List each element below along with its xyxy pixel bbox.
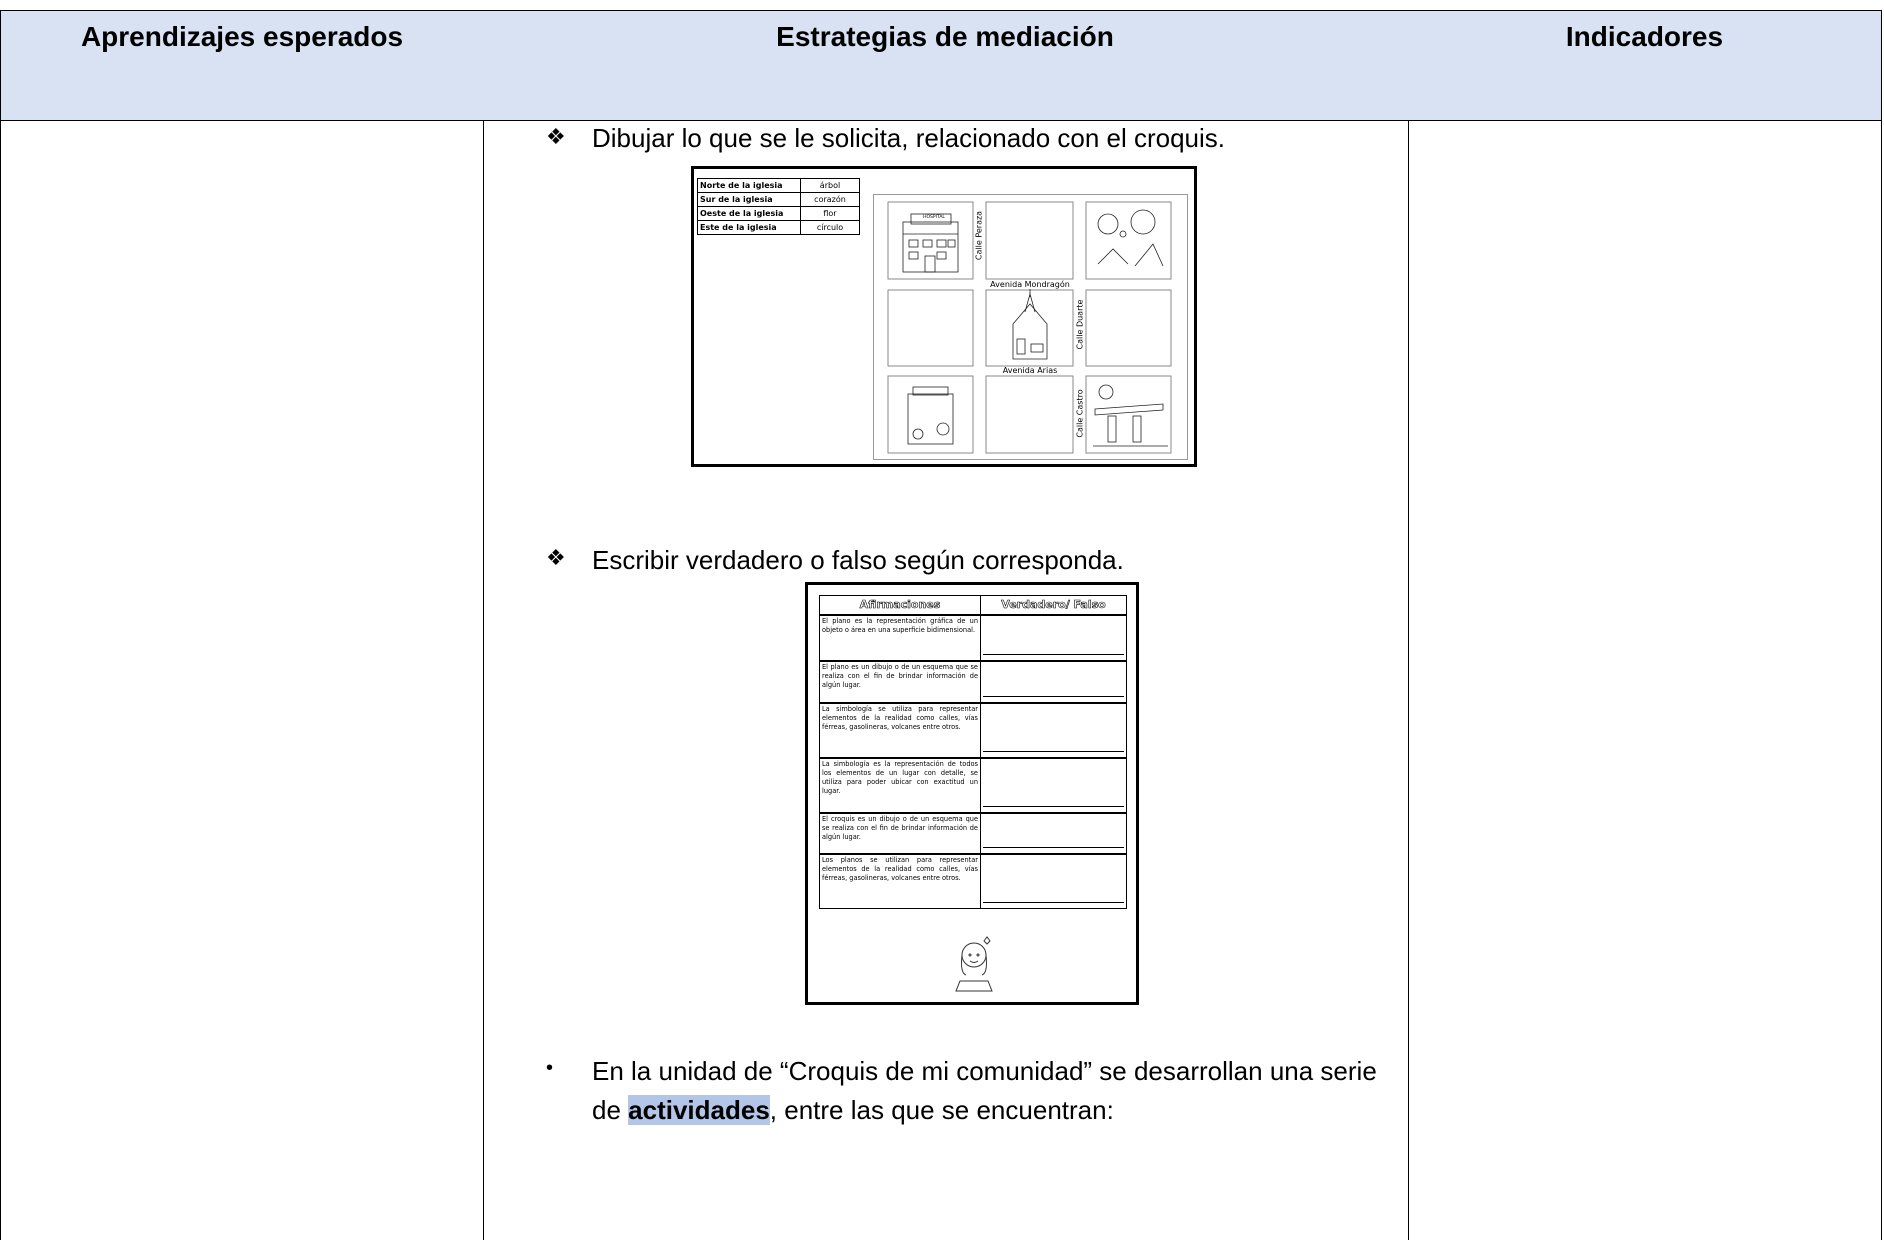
answer-line [983, 902, 1124, 903]
girl-icon [955, 936, 993, 992]
sign-text: HOSPITAL [923, 215, 945, 220]
answer-line [983, 847, 1124, 848]
header-cell: Estrategias de mediación [482, 10, 1409, 121]
statement: La simbología se utiliza para representa… [819, 703, 981, 758]
table-cell: árbol [800, 178, 860, 193]
answer-line [983, 654, 1124, 655]
text: En la unidad de “Croquis de mi comunidad… [592, 1056, 1377, 1125]
answer-box [980, 854, 1127, 909]
worksheet-image [805, 582, 1139, 1005]
street-label: Avenida Arias [1002, 366, 1058, 375]
body-cell [0, 121, 484, 1240]
bullet: ❖ [546, 545, 566, 570]
text: , entre las que se encuentran: [769, 1095, 1114, 1125]
worksheet-header: Verdadero/ Falso [980, 595, 1127, 615]
header-cell: Aprendizajes esperados [0, 10, 484, 121]
answer-box [980, 813, 1127, 854]
map-grid [873, 194, 1188, 460]
statement: Los planos se utilizan para representar … [819, 854, 981, 909]
table-cell: Oeste de la iglesia [697, 206, 801, 221]
statement: El plano es un dibujo o de un esquema qu… [819, 661, 981, 703]
answer-box [980, 758, 1127, 813]
answer-line [983, 751, 1124, 752]
statement: La simbología es la representación de to… [819, 758, 981, 813]
street-label: Calle Peraza [974, 210, 984, 261]
bullet: ❖ [546, 124, 566, 149]
list-item: Dibujar lo que se le solicita, relaciona… [592, 123, 1226, 153]
bullet: • [546, 1057, 554, 1079]
statement: El croquis es un dibujo o de un esquema … [819, 813, 981, 854]
answer-box [980, 615, 1127, 661]
table-cell: Norte de la iglesia [697, 178, 801, 193]
body-cell [1408, 121, 1882, 1240]
table-cell: corazón [800, 192, 860, 207]
answer-box [980, 703, 1127, 758]
body-cell [482, 121, 1409, 1240]
answer-box [980, 661, 1127, 703]
answer-line [983, 806, 1124, 807]
table-cell: Sur de la iglesia [697, 192, 801, 207]
statement: El plano es la representación gráfica de… [819, 615, 981, 661]
worksheet-header: Afirmaciones [819, 595, 981, 615]
highlighted-text: actividades [628, 1095, 770, 1125]
table-cell: Este de la iglesia [697, 220, 801, 235]
header-cell: Indicadores [1408, 10, 1882, 121]
street-label: Avenida Mondragón [990, 280, 1070, 289]
table-cell: flor [800, 206, 860, 221]
list-item: En la unidad de “Croquis de mi comunidad… [592, 1052, 1402, 1130]
answer-line [983, 696, 1124, 697]
street-label: Calle Castro [1075, 389, 1085, 438]
list-item: Escribir verdadero o falso según corresp… [592, 545, 1124, 575]
worksheet-image [691, 166, 1197, 467]
table-cell: círculo [800, 220, 860, 235]
